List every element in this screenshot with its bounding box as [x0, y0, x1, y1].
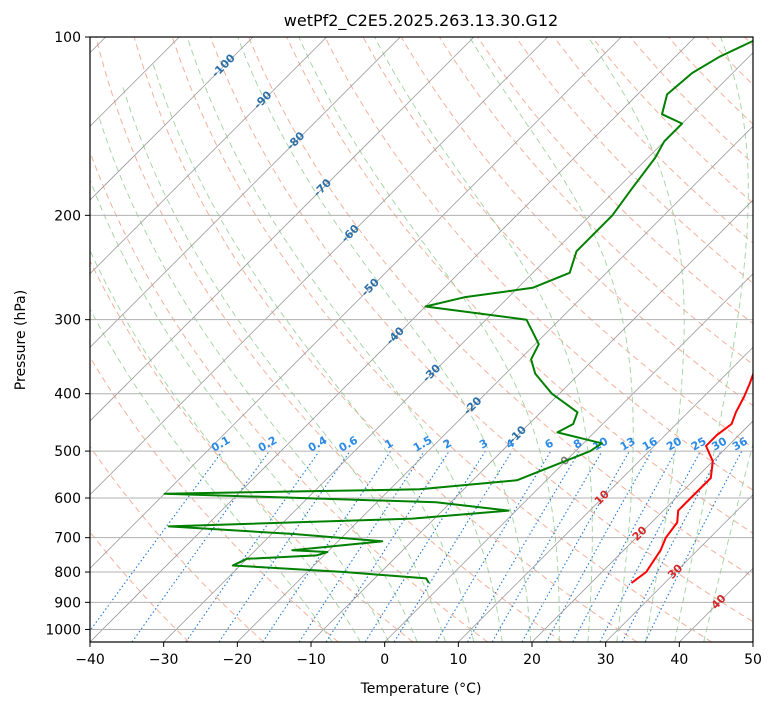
isotherm-line	[90, 37, 254, 201]
y-tick-label: 600	[54, 491, 81, 507]
mixing-ratio-line	[545, 450, 653, 642]
isotherm-line	[310, 199, 753, 642]
y-axis-label: Pressure (hPa)	[13, 290, 29, 390]
dry-adiabat	[591, 37, 753, 204]
chart-title: wetPf2_C2E5.2025.263.13.30.G12	[284, 11, 558, 31]
y-axis-ticks: 100 200 300 400 500 600 700 800 900 1000	[45, 30, 90, 638]
moist-adiabat	[298, 37, 560, 642]
x-tick-label: 50	[744, 652, 762, 668]
mixing-ratio-line	[572, 450, 677, 642]
moist-adiabat	[674, 37, 749, 642]
dry-adiabat	[477, 37, 753, 325]
x-tick-label: 10	[449, 652, 467, 668]
dry-adiabat	[95, 37, 563, 642]
x-tick-label: 20	[523, 652, 541, 668]
mixing-ratio-line	[131, 450, 270, 642]
mixing-ratio-line	[393, 450, 513, 642]
y-tick-label: 1000	[45, 622, 81, 638]
temperature-profile	[630, 371, 753, 584]
dry-adiabat	[515, 37, 753, 284]
moist-adiabat	[121, 83, 446, 642]
mixing-ratio-lines	[90, 450, 743, 642]
isotherm-line	[605, 494, 753, 642]
moist-adiabat	[90, 249, 361, 642]
dry-adiabat	[629, 37, 753, 165]
y-tick-label: 700	[54, 531, 81, 547]
dry-adiabat	[133, 37, 638, 642]
sounding-series	[163, 39, 753, 584]
dry-adiabat	[324, 37, 753, 491]
y-tick-label: 500	[54, 444, 81, 460]
mixing-ratio-line	[262, 450, 392, 642]
y-tick-label: 400	[54, 387, 81, 403]
moist-adiabat	[186, 37, 503, 642]
x-axis-ticks: −40 −30 −20 −10 0 10 20 30 40 50	[75, 642, 762, 668]
dry-adiabats	[90, 37, 753, 642]
isotherm-line	[90, 37, 401, 348]
plot-background	[90, 37, 753, 642]
dry-adiabat	[400, 37, 753, 407]
isotherm-line	[90, 37, 696, 642]
isotherm-line	[90, 37, 327, 275]
y-tick-label: 200	[54, 208, 81, 224]
moist-adiabat	[703, 441, 753, 642]
x-tick-label: −40	[75, 652, 105, 668]
y-tick-label: 100	[54, 30, 81, 46]
dry-adiabat	[210, 37, 753, 623]
x-tick-label: −30	[149, 652, 179, 668]
mixing-ratio-line	[185, 450, 320, 642]
isotherm-line	[384, 273, 753, 642]
isotherm-line	[237, 125, 753, 642]
x-tick-label: −20	[223, 652, 253, 668]
dry-adiabat	[90, 445, 264, 642]
isotherm-line	[90, 37, 475, 422]
x-tick-label: 0	[380, 652, 389, 668]
mixing-ratio-line	[298, 450, 425, 642]
mixing-ratio-line	[218, 450, 351, 642]
x-tick-label: 40	[670, 652, 688, 668]
isotherm-line	[90, 37, 622, 569]
x-tick-label: −10	[296, 652, 326, 668]
mixing-ratio-line	[90, 450, 223, 632]
isotherm-line	[90, 37, 548, 496]
mixing-ratio-line	[325, 450, 450, 642]
y-tick-label: 300	[54, 313, 81, 329]
mixing-ratio-line	[644, 450, 743, 642]
dry-adiabat	[171, 37, 712, 642]
x-tick-label: 30	[597, 652, 615, 668]
isobars	[90, 37, 753, 630]
x-axis-label: Temperature (°C)	[360, 681, 482, 697]
dewpoint-profile	[163, 39, 753, 584]
isotherm-line	[531, 420, 753, 642]
plot-frame	[89, 36, 754, 643]
moist-adiabat	[374, 37, 593, 642]
mixing-ratio-line	[521, 450, 630, 642]
dry-adiabat	[248, 37, 753, 578]
dry-adiabat	[90, 259, 414, 642]
isotherm-line	[458, 346, 753, 642]
y-tick-label: 800	[54, 565, 81, 581]
y-tick-label: 900	[54, 595, 81, 611]
moist-adiabat	[97, 114, 418, 642]
moist-adiabat	[587, 37, 685, 642]
